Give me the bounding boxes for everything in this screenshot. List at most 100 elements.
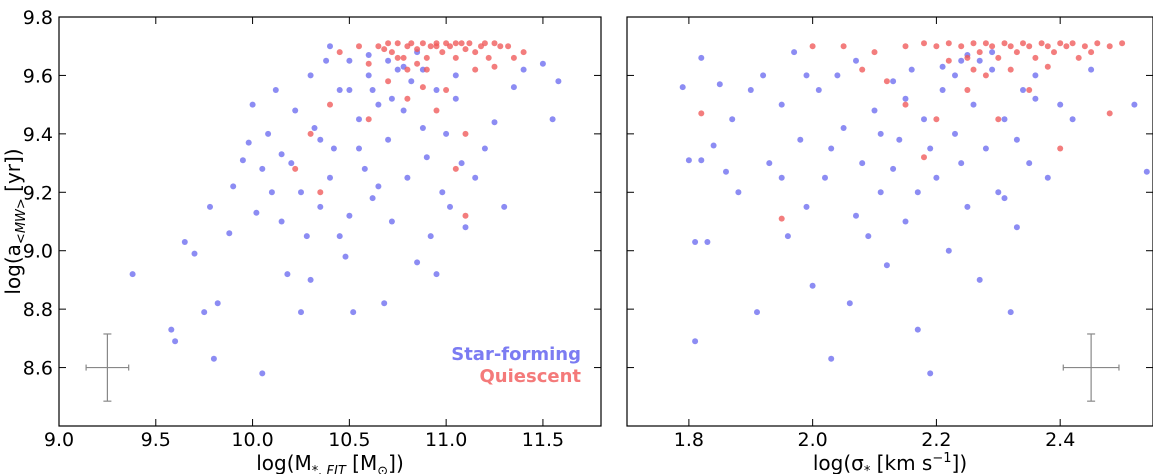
data-point [902,218,909,225]
data-point [982,40,989,47]
data-point [822,174,828,181]
data-point [394,54,401,61]
data-point [443,87,450,93]
data-point [298,309,304,316]
data-point [520,49,527,56]
data-point [964,203,971,210]
data-point [710,142,717,149]
data-point [964,54,971,61]
y-tick-label: 9.8 [23,7,53,29]
data-point [365,72,372,79]
data-point [1020,40,1026,47]
legend-entry: Quiescent [479,366,581,387]
data-point [336,49,343,56]
data-point [303,233,310,240]
data-point [330,145,337,152]
data-point [754,309,760,316]
data-point [268,189,275,196]
data-point [908,66,915,73]
data-point [704,239,711,245]
data-point [433,43,440,50]
data-point [501,203,508,210]
data-point [292,165,299,172]
data-point [214,300,221,307]
data-point [245,139,252,146]
data-point [970,66,977,73]
data-point [253,209,260,216]
x-tick-label: 2.0 [798,429,828,451]
data-point [1057,101,1064,108]
data-point [510,84,517,91]
y-tick-label: 9.0 [23,241,53,263]
data-point [385,57,392,64]
data-point [1001,40,1008,47]
data-point [797,136,804,143]
data-point [510,54,517,61]
data-point [964,87,971,93]
data-point [472,49,479,56]
data-point [679,84,686,91]
data-point [1044,174,1051,181]
data-point [317,189,324,196]
data-point [1020,87,1026,93]
data-point [311,125,318,131]
data-point [692,338,699,345]
data-point [433,271,440,278]
data-point [945,40,952,47]
data-point [481,145,488,152]
data-point [723,168,729,175]
data-point [414,46,421,53]
data-point [259,165,266,172]
data-point [976,57,983,64]
data-point [1063,43,1070,50]
data-point [995,189,1002,196]
data-point [292,107,299,114]
series-quiescent [292,40,527,219]
data-point [1119,40,1126,47]
data-point [439,189,446,196]
data-point [365,52,372,58]
data-point [404,174,411,181]
data-point [989,49,996,56]
data-point [284,271,291,278]
data-point [982,72,989,79]
data-point [982,145,989,152]
data-point [472,66,479,73]
data-point [1013,136,1020,143]
data-point [414,60,421,67]
data-point [365,60,372,67]
data-point [1026,160,1033,167]
data-point [1051,49,1057,56]
data-point [388,218,395,225]
data-point [375,183,382,190]
data-point [1088,49,1095,56]
data-point [346,57,353,64]
data-point [989,66,996,73]
data-point [539,60,546,67]
data-point [317,136,324,143]
x-tick-label: 1.8 [674,429,704,451]
data-point [168,326,175,333]
x-axis-label: log(M*, FIT [M⊙]) [256,451,404,474]
x-axis-label-part: *, FIT [312,464,347,474]
data-point [1081,43,1088,50]
data-point [859,160,866,167]
data-point [828,145,835,152]
data-point [902,95,909,102]
data-point [1013,224,1020,231]
data-point [394,66,401,73]
data-point [896,136,903,143]
data-point [375,43,382,50]
x-axis-label-part: ]) [952,451,968,474]
data-point [491,40,498,47]
data-point [497,43,504,50]
data-point [408,40,415,47]
data-point [1075,54,1082,61]
data-point [803,72,810,79]
x-axis-label-part: log(σ [813,451,864,474]
data-point [883,262,890,269]
data-point [356,116,362,123]
data-point [1069,116,1076,123]
data-point [323,57,330,64]
